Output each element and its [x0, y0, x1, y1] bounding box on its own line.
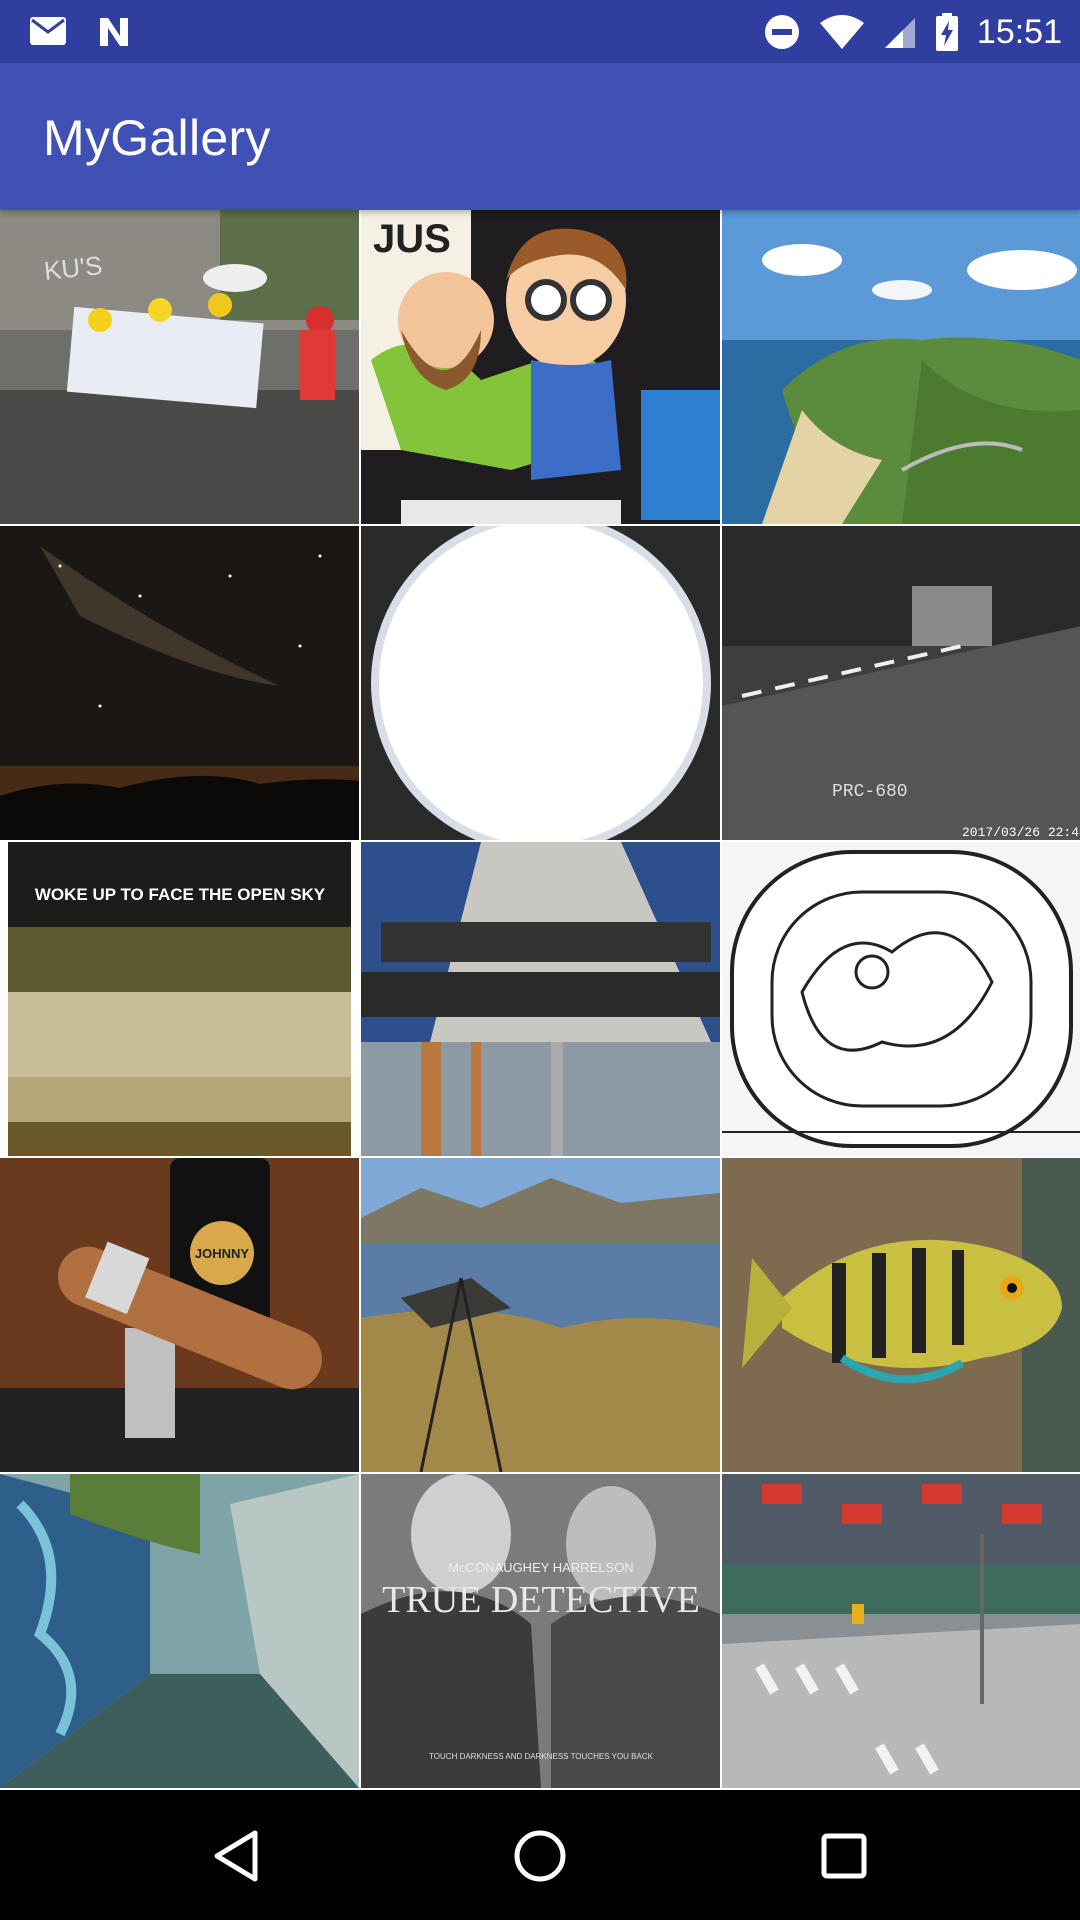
- status-clock: 15:51: [976, 13, 1062, 51]
- app-title: MyGallery: [43, 110, 271, 166]
- thumbnail-fisheye-bright-sky[interactable]: [361, 526, 720, 840]
- thumbnail-coastal-island[interactable]: [722, 210, 1080, 524]
- email-icon: [30, 17, 66, 45]
- app-n-icon: [100, 18, 128, 46]
- thumbnail-movie-poster[interactable]: McCONAUGHEY HARRELSON TRUE DETECTIVE TOU…: [361, 1474, 720, 1788]
- recents-icon: [821, 1833, 867, 1879]
- thumbnail-cichlid-fish[interactable]: [722, 1158, 1080, 1472]
- thumbnail-city-street-crossing[interactable]: [722, 1474, 1080, 1788]
- battery-charging-icon: [935, 13, 958, 51]
- wifi-icon: [819, 15, 864, 49]
- svg-text:WOKE UP TO FACE THE OPEN SKY: WOKE UP TO FACE THE OPEN SKY: [35, 885, 326, 904]
- home-icon: [514, 1830, 566, 1882]
- gallery-grid[interactable]: KU'S JUS: [0, 210, 1080, 1790]
- recents-button[interactable]: [812, 1824, 876, 1888]
- thumbnail-street-march[interactable]: KU'S: [0, 210, 359, 524]
- svg-text:PRC-680: PRC-680: [832, 782, 908, 802]
- svg-text:JOHNNY: JOHNNY: [195, 1246, 250, 1261]
- svg-text:TOUCH DARKNESS AND DARKNESS TO: TOUCH DARKNESS AND DARKNESS TOUCHES YOU …: [429, 1752, 654, 1761]
- status-bar: 15:51: [0, 0, 1080, 63]
- signal-icon: [884, 18, 915, 48]
- thumbnail-milky-way-night[interactable]: [0, 526, 359, 840]
- thumbnail-sidewalk-caption[interactable]: WOKE UP TO FACE THE OPEN SKY: [0, 842, 359, 1156]
- app-bar: MyGallery: [0, 63, 1080, 210]
- thumbnail-graffiti-alley[interactable]: [0, 1474, 359, 1788]
- back-icon: [214, 1830, 258, 1882]
- home-button[interactable]: [508, 1824, 572, 1888]
- svg-text:KU'S: KU'S: [42, 250, 103, 286]
- svg-text:JUS: JUS: [373, 217, 451, 261]
- svg-text:2017/03/26 22:48 2: 2017/03/26 22:48 2: [962, 825, 1080, 840]
- thumbnail-cigar-lighter[interactable]: JOHNNY: [0, 1158, 359, 1472]
- do-not-disturb-icon: [764, 15, 799, 49]
- thumbnail-mountain-lake[interactable]: [361, 1158, 720, 1472]
- thumbnail-night-camera-road[interactable]: PRC-680 2017/03/26 22:48 2: [722, 526, 1080, 840]
- thumbnail-sketch-illustration[interactable]: [722, 842, 1080, 1156]
- back-button[interactable]: [204, 1824, 268, 1888]
- svg-text:TRUE DETECTIVE: TRUE DETECTIVE: [382, 1579, 700, 1621]
- thumbnail-building-facade[interactable]: [361, 842, 720, 1156]
- navigation-bar: [0, 1790, 1080, 1920]
- svg-text:McCONAUGHEY HARRELSON: McCONAUGHEY HARRELSON: [448, 1560, 633, 1575]
- thumbnail-cartoon-eye-exam[interactable]: JUS: [361, 210, 720, 524]
